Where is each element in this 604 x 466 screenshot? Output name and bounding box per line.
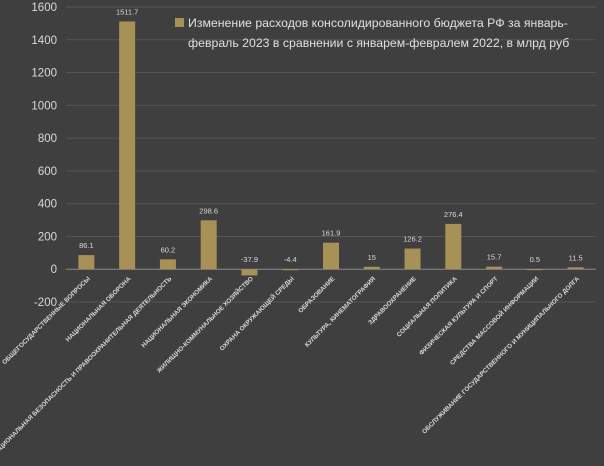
legend-line-1: Изменение расходов консолидированного бю… [188,16,568,30]
y-tick-label: 200 [38,231,57,243]
category-label: НАЦИОНАЛЬНАЯ БЕЗОПАСНОСТЬ И ПРАВООХРАНИТ… [0,275,174,458]
data-label: 15.7 [487,253,502,262]
category-labels: ОБЩЕГОСУДАРСТВЕННЫЕ ВОПРОСЫНАЦИОНАЛЬНАЯ … [0,274,581,458]
data-label: 276.4 [444,210,463,219]
bar [282,269,299,271]
bar [323,242,339,270]
bar [445,223,462,270]
category-label: КУЛЬТУРА, КИНЕМАТОГРАФИЯ [304,275,378,349]
category-label: НАЦИОНАЛЬНАЯ ЭКОНОМИКА [140,275,214,349]
category-label: ФИЗИЧЕСКАЯ КУЛЬТУРА И СПОРТ [418,275,500,357]
category-label: ОХРАНА ОКРУЖАЮЩЕЙ СРЕДЫ [217,274,295,352]
bar [526,269,543,271]
data-label: 298.6 [199,206,218,215]
bar [486,266,503,270]
data-labels: 86.1 1511.7 60.2 298.6 -37.9 -4.4 161.9 15 126.2… [79,7,583,264]
data-label: 11.5 [569,253,583,262]
bar [119,21,136,270]
bar [78,255,95,270]
bar [159,259,176,270]
legend-line-2: февраль 2023 в сравнении с январем-февра… [188,36,569,50]
data-label: 15 [368,253,376,262]
bar [404,248,421,270]
bar [567,267,584,270]
data-label: 0.5 [530,255,540,264]
y-tick-label: 1600 [31,2,57,14]
data-label: 161.9 [322,229,341,238]
y-axis-ticks: -200 0 200 400 600 800 1000 1200 1400 1600 [31,2,57,309]
bar [200,220,217,270]
y-tick-label: 0 [51,264,57,276]
gridlines [66,6,596,303]
data-label: 86.1 [79,241,94,250]
y-tick-label: 600 [38,166,57,178]
legend-swatch [175,18,184,27]
category-label: НАЦИОНАЛЬНАЯ ОБОРОНА [65,275,133,343]
y-tick-label: 1200 [31,68,57,80]
data-label: 1511.7 [116,7,138,16]
category-label: ОБСЛУЖИВАНИЕ ГОСУДАРСТВЕННОГО И МУНИЦИПА… [421,275,581,435]
y-tick-label: 1000 [31,100,57,112]
legend: Изменение расходов консолидированного бю… [175,16,569,50]
data-label: -4.4 [284,255,297,264]
bar [363,266,380,270]
category-label: ОБРАЗОВАНИЕ [297,275,336,314]
y-tick-label: 400 [38,199,57,211]
data-label: 60.2 [161,245,176,254]
y-tick-label: 1400 [31,35,57,47]
y-tick-label: 800 [38,133,57,145]
data-label: -37.9 [241,255,258,264]
category-label: СРЕДСТВА МАССОВОЙ ИНФОРМАЦИИ [448,274,541,367]
category-label: ОБЩЕГОСУДАРСТВЕННЫЕ ВОПРОСЫ [1,275,92,366]
y-tick-label: -200 [34,297,57,309]
bar [241,269,258,276]
bars [78,21,584,276]
data-label: 126.2 [403,235,422,244]
